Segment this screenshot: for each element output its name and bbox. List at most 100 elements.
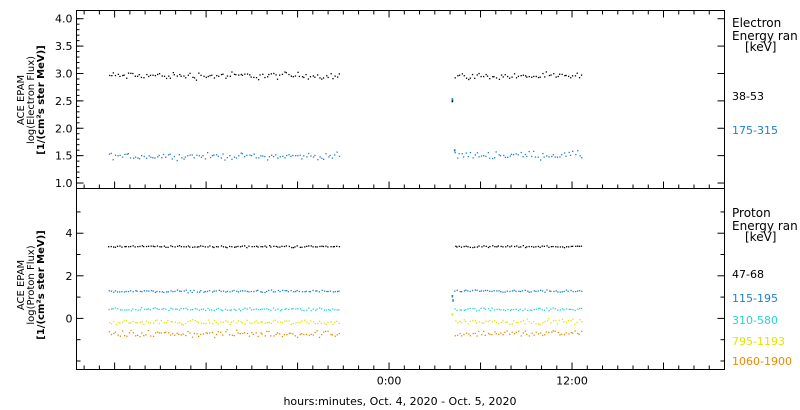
y-tick-label: 1.5 [55,150,73,163]
proton-point-310-580 [515,308,517,310]
proton-point-795-1193 [320,322,322,324]
proton-point-115-195 [268,289,270,292]
electron-point-175-315 [171,158,173,160]
proton-point-1060-1900 [275,333,277,335]
electron-point-38-53 [273,72,275,75]
proton-point-1060-1900 [187,330,189,333]
proton-point-310-580 [244,307,246,309]
proton-point-1060-1900 [563,334,566,336]
proton-point-1060-1900 [330,333,332,336]
electron-point-175-315 [126,153,128,155]
proton-point-1060-1900 [557,331,560,334]
proton-point-47-68 [128,246,130,248]
proton-point-795-1193 [141,321,143,323]
proton-point-1060-1900 [460,335,463,337]
proton-point-47-68 [116,245,119,247]
proton-point-1060-1900 [468,333,470,335]
proton-point-795-1193 [284,320,286,322]
proton-point-310-580 [187,308,189,311]
electron-point-175-315 [181,157,183,159]
electron-point-38-53 [241,74,244,76]
proton-point-795-1193 [288,320,290,322]
proton-point-1060-1900 [152,335,155,337]
proton-point-310-580 [112,308,114,310]
proton-point-1060-1900 [178,333,180,335]
proton-point-47-68 [265,246,268,248]
electron-point-38-53 [211,74,213,76]
proton-point-795-1193 [217,323,219,325]
proton-point-1060-1900 [463,334,465,336]
proton-point-1060-1900 [522,332,524,334]
proton-point-310-580 [253,308,255,311]
proton-point-115-195 [549,290,551,292]
proton-point-795-1193 [552,319,555,322]
proton-point-47-68 [555,246,557,248]
proton-point-115-195 [563,290,565,293]
electron-point-175-315 [503,154,505,157]
proton-point-115-195 [296,289,298,292]
y-tick-label: 4 [66,227,73,240]
proton-point-115-195 [456,289,458,291]
proton-point-310-580 [161,308,163,310]
proton-point-1060-1900 [139,335,141,338]
electron-point-175-315 [504,156,507,158]
proton-point-47-68 [121,246,123,248]
proton-point-795-1193 [277,321,279,323]
proton-point-795-1193 [323,322,325,324]
electron-point-175-315 [531,155,533,157]
electron-point-38-53 [548,74,551,77]
electron-point-38-53 [200,74,202,76]
y-tick-label: 2.5 [55,95,73,108]
proton-point-795-1193 [122,321,124,323]
proton-point-1060-1900 [244,332,246,334]
proton-point-115-195 [270,289,273,291]
electron-point-38-53 [468,78,470,81]
proton-point-47-68 [577,245,579,247]
proton-point-310-580 [538,308,540,310]
proton-point-115-195 [233,289,235,292]
proton-point-795-1193 [237,320,240,322]
proton-point-115-195 [546,289,548,291]
electron-point-38-53 [140,76,143,79]
proton-point-1060-1900 [533,334,535,336]
proton-point-1060-1900 [229,334,231,336]
proton-point-47-68 [194,246,196,248]
proton-point-47-68 [215,246,218,248]
proton-point-310-580 [135,309,137,311]
electron-point-38-53 [564,75,566,77]
proton-point-795-1193 [581,321,583,323]
electron-point-38-53 [176,75,178,77]
proton-point-310-580 [297,308,299,310]
proton-point-47-68 [217,246,219,248]
proton-point-795-1193 [266,322,269,324]
proton-point-115-195 [266,290,268,293]
proton-point-47-68 [497,245,499,247]
proton-point-310-580 [463,309,465,311]
y-tick-label: 2 [66,270,73,283]
proton-point-47-68 [580,245,583,247]
proton-point-795-1193 [212,323,214,325]
electron-point-38-53 [504,74,506,76]
proton-point-310-580 [316,308,318,310]
proton-point-47-68 [543,245,545,247]
proton-point-1060-1900 [551,331,553,333]
electron-point-175-315 [463,156,465,158]
electron-plot-frame [76,10,725,189]
proton-point-115-195 [166,291,168,293]
proton-point-795-1193 [496,321,498,324]
proton-point-795-1193 [205,323,207,325]
y-tick-label: 2.0 [55,122,73,135]
proton-point-1060-1900 [472,332,474,335]
proton-point-47-68 [273,245,275,247]
proton-point-47-68 [256,245,258,247]
electron-point-175-315 [492,157,494,160]
proton-point-115-195 [559,291,561,293]
proton-point-795-1193 [576,321,578,324]
electron-point-175-315 [277,157,279,159]
proton-point-47-68 [110,245,112,248]
proton-point-47-68 [301,246,303,248]
proton-point-47-68 [241,245,243,247]
proton-point-47-68 [306,245,308,247]
proton-point-1060-1900 [266,330,268,332]
proton-point-795-1193 [524,323,526,325]
